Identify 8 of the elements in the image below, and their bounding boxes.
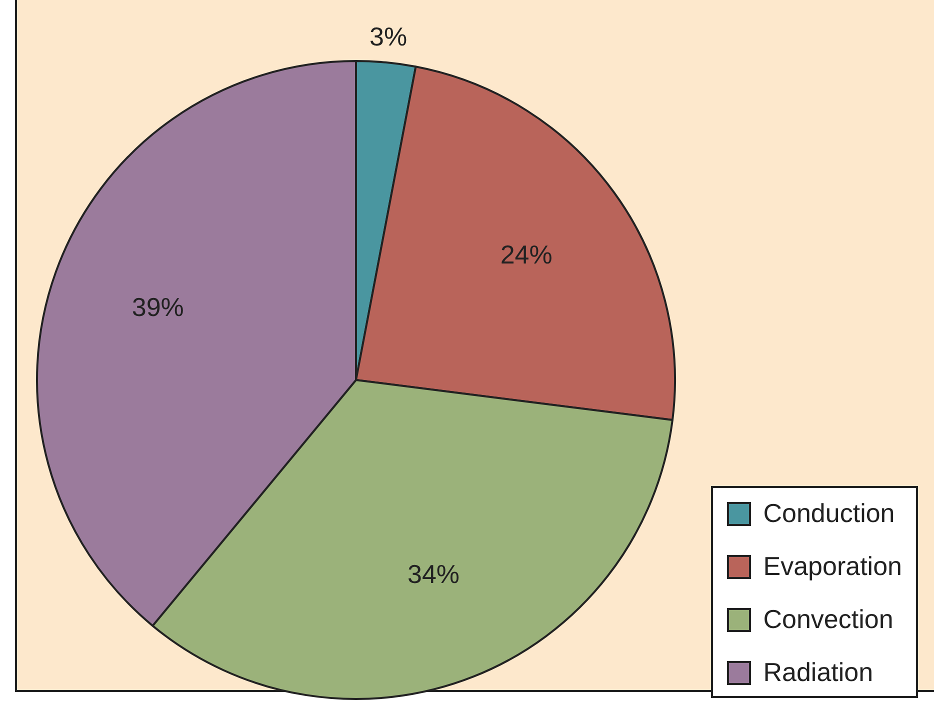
data-label: 3% <box>369 22 408 52</box>
data-label: 39% <box>132 292 184 322</box>
legend-label: Evaporation <box>763 551 902 582</box>
legend-label: Conduction <box>763 498 895 529</box>
data-label: 24% <box>500 239 552 270</box>
legend-label: Convection <box>763 604 894 635</box>
legend-label: Radiation <box>763 657 874 688</box>
data-label: 34% <box>407 558 460 589</box>
